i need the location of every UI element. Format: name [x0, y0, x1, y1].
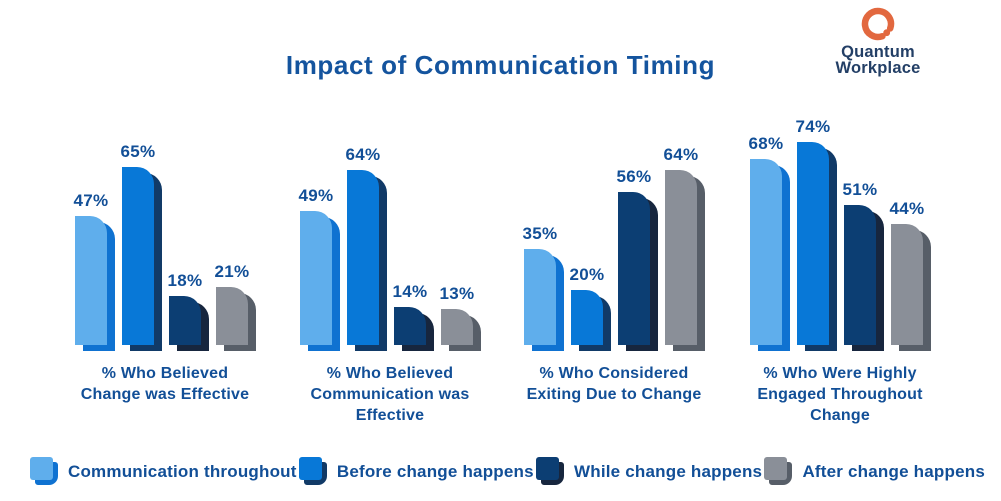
bar: 13%: [440, 284, 481, 351]
legend-label: After change happens: [802, 461, 985, 481]
bar-value-label: 18%: [167, 271, 203, 290]
chart-title: Impact of Communication Timing: [285, 50, 716, 80]
bar-fill: [300, 211, 332, 345]
bar-fill: [75, 216, 107, 345]
logo-circle-arc: [861, 7, 895, 41]
legend-item: Communication throughout: [30, 457, 297, 486]
logo-dot: [883, 29, 891, 37]
bar-value-label: 14%: [392, 282, 428, 301]
bar: 56%: [617, 167, 658, 351]
bar-value-label: 65%: [120, 142, 156, 161]
bar-value-label: 64%: [663, 145, 699, 164]
legend-swatch-fill: [764, 457, 788, 480]
bar: 35%: [523, 224, 564, 351]
quantum-workplace-logo: Quantum Workplace: [830, 5, 926, 76]
bar-fill: [441, 309, 473, 345]
bar-value-label: 21%: [214, 262, 250, 281]
group-label-line: % Who Believed: [326, 365, 454, 382]
bar-fill: [797, 142, 829, 345]
bar-fill: [347, 170, 379, 345]
legend-item: Before change happens: [298, 457, 534, 486]
legend-swatch: [298, 457, 328, 486]
legend-swatch: [764, 457, 793, 486]
chart-legend: Communication throughout Before change ha…: [30, 457, 985, 486]
legend-label: Communication throughout: [68, 461, 297, 481]
group-label-line: Effective: [355, 407, 425, 424]
bar-value-label: 56%: [616, 167, 652, 186]
bar-group: 35% 20% 56% 64% % Who Considered Exiting Due …: [523, 110, 705, 403]
bar-value-label: 68%: [748, 134, 784, 153]
bar: 18%: [168, 271, 209, 351]
bar-fill: [665, 170, 697, 345]
bar-fill: [216, 287, 248, 345]
group-label: % Who Believed Communication was Effective: [240, 363, 540, 426]
group-label-line: Exiting Due to Change: [526, 386, 702, 403]
bar: 47%: [74, 191, 115, 351]
legend-swatch-fill: [298, 457, 322, 480]
bar: 68%: [749, 134, 790, 351]
bar-fill: [394, 307, 426, 345]
bar-fill: [122, 167, 154, 345]
legend-swatch: [30, 457, 59, 486]
legend-label: While change happens: [574, 461, 763, 481]
chart-area: 47% 65% 18% 21% % Who Believed Change was Eff…: [0, 110, 1001, 424]
bar: 74%: [796, 117, 837, 351]
logo-brand-line2: Workplace: [835, 58, 921, 77]
bar: 44%: [890, 199, 931, 351]
bar-value-label: 51%: [842, 180, 878, 199]
group-label: % Who Were Highly Engaged Throughout Chang…: [690, 363, 990, 426]
bar-fill: [618, 192, 650, 345]
bar-value-label: 74%: [795, 117, 831, 136]
legend-item: After change happens: [764, 457, 985, 486]
group-label-line: % Who Considered: [539, 365, 689, 382]
bar: 65%: [121, 142, 162, 351]
bar-value-label: 49%: [298, 186, 334, 205]
bar-value-label: 44%: [889, 199, 925, 218]
bar-fill: [571, 290, 603, 345]
legend-swatch: [536, 457, 565, 486]
bar: 14%: [393, 282, 434, 351]
group-label-line: Engaged Throughout: [757, 386, 923, 403]
group-label-line: % Who Believed: [101, 365, 229, 382]
bar-fill: [169, 296, 201, 345]
bar-group: 47% 65% 18% 21% % Who Believed Change was Eff…: [74, 110, 256, 403]
group-label-line: Change: [810, 407, 870, 424]
legend-swatch-fill: [30, 457, 53, 480]
bar-group: 49% 64% 14% 13% % Who Believed Communication …: [299, 110, 481, 424]
bar-value-label: 47%: [73, 191, 109, 210]
logo-brand-line1: Quantum: [841, 43, 915, 61]
bar: 20%: [570, 265, 611, 351]
bar-fill: [750, 159, 782, 345]
group-label-line: % Who Were Highly: [763, 365, 917, 382]
quantum-q-icon: [861, 7, 895, 41]
bar-fill: [844, 205, 876, 345]
bar-value-label: 64%: [345, 145, 381, 164]
bar: 21%: [215, 262, 256, 351]
bar-value-label: 13%: [439, 284, 475, 303]
group-label: % Who Believed Change was Effective: [15, 363, 315, 405]
group-label: % Who Considered Exiting Due to Change: [464, 363, 764, 405]
bar: 49%: [299, 186, 340, 351]
bar-value-label: 35%: [522, 224, 558, 243]
bar-fill: [891, 224, 923, 345]
bar-value-label: 20%: [569, 265, 605, 284]
bar: 51%: [843, 180, 884, 351]
group-label-line: Change was Effective: [80, 386, 250, 403]
bar-fill: [524, 249, 556, 345]
legend-item: While change happens: [536, 457, 762, 486]
group-label-line: Communication was: [310, 386, 470, 403]
bar: 64%: [346, 145, 387, 351]
legend-label: Before change happens: [336, 461, 534, 481]
bar: 64%: [664, 145, 705, 351]
bar-group: 68% 74% 51% 44% % Who Were Highly Engaged Thr…: [749, 110, 931, 424]
legend-swatch-fill: [536, 457, 559, 480]
